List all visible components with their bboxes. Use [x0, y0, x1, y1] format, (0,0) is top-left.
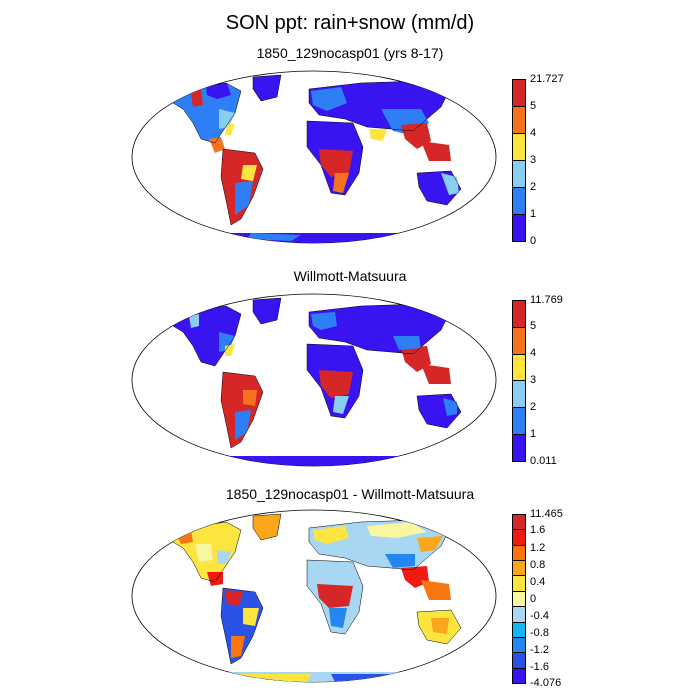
colorbar-label: 0 [530, 593, 537, 605]
colorbar-label: 11.465 [530, 508, 563, 520]
colorbar-label: 0.011 [530, 455, 557, 467]
colorbar-label: 0.8 [530, 559, 546, 571]
colorbar-label: 0 [530, 235, 537, 247]
colorbar-label: 3 [530, 374, 537, 386]
colorbar-label: 1 [530, 428, 537, 440]
panel-2-colorbar [512, 300, 526, 462]
colorbar-label: 1.2 [530, 542, 546, 554]
colorbar-label: 0.4 [530, 576, 546, 588]
colorbar-label: -4.076 [530, 677, 562, 689]
colorbar-label: 3 [530, 154, 537, 166]
colorbar-label: -0.4 [530, 610, 549, 622]
colorbar-label: -1.2 [530, 644, 549, 656]
colorbar-label: 1 [530, 208, 537, 220]
panel-3-colorbar [512, 514, 526, 684]
colorbar-label: -0.8 [530, 627, 549, 639]
colorbar-label: 1.6 [530, 524, 546, 536]
panel-2-map [131, 293, 497, 467]
colorbar-label: 5 [530, 100, 537, 112]
figure-title: SON ppt: rain+snow (mm/d) [225, 12, 475, 34]
panel-1-map [131, 70, 497, 244]
colorbar-label: 5 [530, 320, 537, 332]
panel-2-title: Willmott-Matsuura [293, 268, 407, 284]
panel-1-title: 1850_129nocasp01 (yrs 8-17) [256, 45, 444, 61]
precip-field [171, 298, 461, 466]
panel-1-colorbar [512, 79, 526, 242]
colorbar-label: 2 [530, 181, 537, 193]
colorbar-label: 4 [530, 127, 537, 139]
colorbar-label: -1.6 [530, 661, 549, 673]
colorbar-label: 21.727 [530, 73, 564, 85]
colorbar-label: 11.769 [530, 294, 563, 306]
panel-3-title: 1850_129nocasp01 - Willmott-Matsuura [225, 486, 475, 502]
colorbar-label: 2 [530, 401, 537, 413]
precip-field [171, 75, 461, 243]
panel-3-map [131, 509, 497, 683]
colorbar-label: 4 [530, 347, 537, 359]
